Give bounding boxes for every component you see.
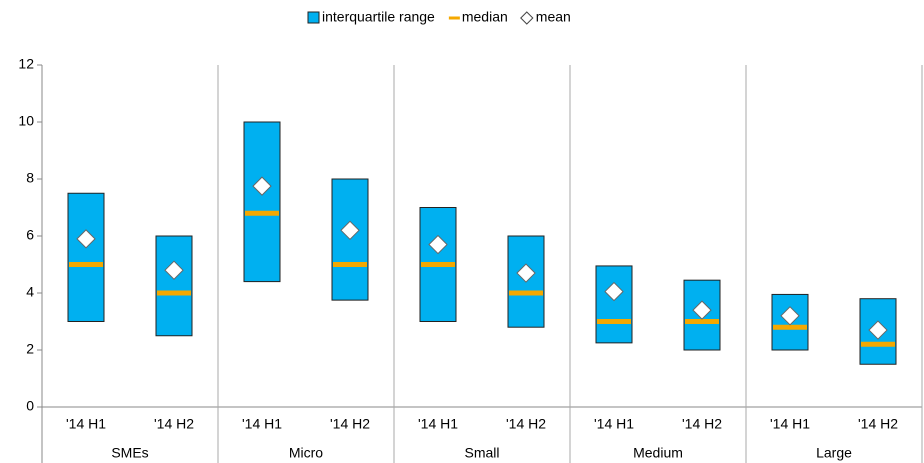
iqr-bar <box>771 293 809 351</box>
x-tick-label: '14 H2 <box>154 416 194 432</box>
y-tick-label: 10 <box>18 113 34 129</box>
y-tick-label: 8 <box>26 170 34 186</box>
iqr-bar <box>67 192 105 322</box>
y-tick-label: 2 <box>26 341 34 357</box>
x-tick-label: '14 H2 <box>858 416 898 432</box>
mean-marker <box>76 229 96 249</box>
legend-swatch <box>307 11 320 24</box>
legend-label: median <box>462 9 508 25</box>
iqr-bar <box>507 235 545 328</box>
mean-marker <box>428 234 448 255</box>
x-tick-label: '14 H1 <box>594 416 634 432</box>
group-label: SMEs <box>111 445 148 461</box>
y-tick-label: 6 <box>26 227 34 243</box>
mean-marker <box>692 300 712 320</box>
x-tick-label: '14 H1 <box>66 416 106 432</box>
group-label: Small <box>464 445 499 461</box>
group-label: Large <box>816 445 852 461</box>
x-tick-label: '14 H2 <box>330 416 370 432</box>
y-tick-label: 0 <box>26 398 34 414</box>
iqr-bar <box>155 235 193 337</box>
y-tick-label: 4 <box>26 284 34 300</box>
mean-marker <box>516 263 536 283</box>
x-tick-label: '14 H1 <box>418 416 458 432</box>
mean-marker <box>780 306 800 326</box>
group-label: Medium <box>633 445 683 461</box>
x-tick-label: '14 H2 <box>682 416 722 432</box>
iqr-bar <box>595 265 633 344</box>
y-tick-label: 12 <box>18 56 34 72</box>
mean-marker <box>340 220 360 241</box>
legend-label: interquartile range <box>322 9 435 25</box>
mean-marker <box>868 320 888 340</box>
legend-swatch <box>520 11 534 25</box>
mean-marker <box>164 260 184 280</box>
mean-marker <box>604 281 624 302</box>
x-tick-label: '14 H1 <box>242 416 282 432</box>
iqr-bar <box>243 121 281 283</box>
x-tick-label: '14 H1 <box>770 416 810 432</box>
legend-label: mean <box>536 9 571 25</box>
group-label: Micro <box>289 445 323 461</box>
mean-marker <box>252 176 272 196</box>
x-tick-label: '14 H2 <box>506 416 546 432</box>
